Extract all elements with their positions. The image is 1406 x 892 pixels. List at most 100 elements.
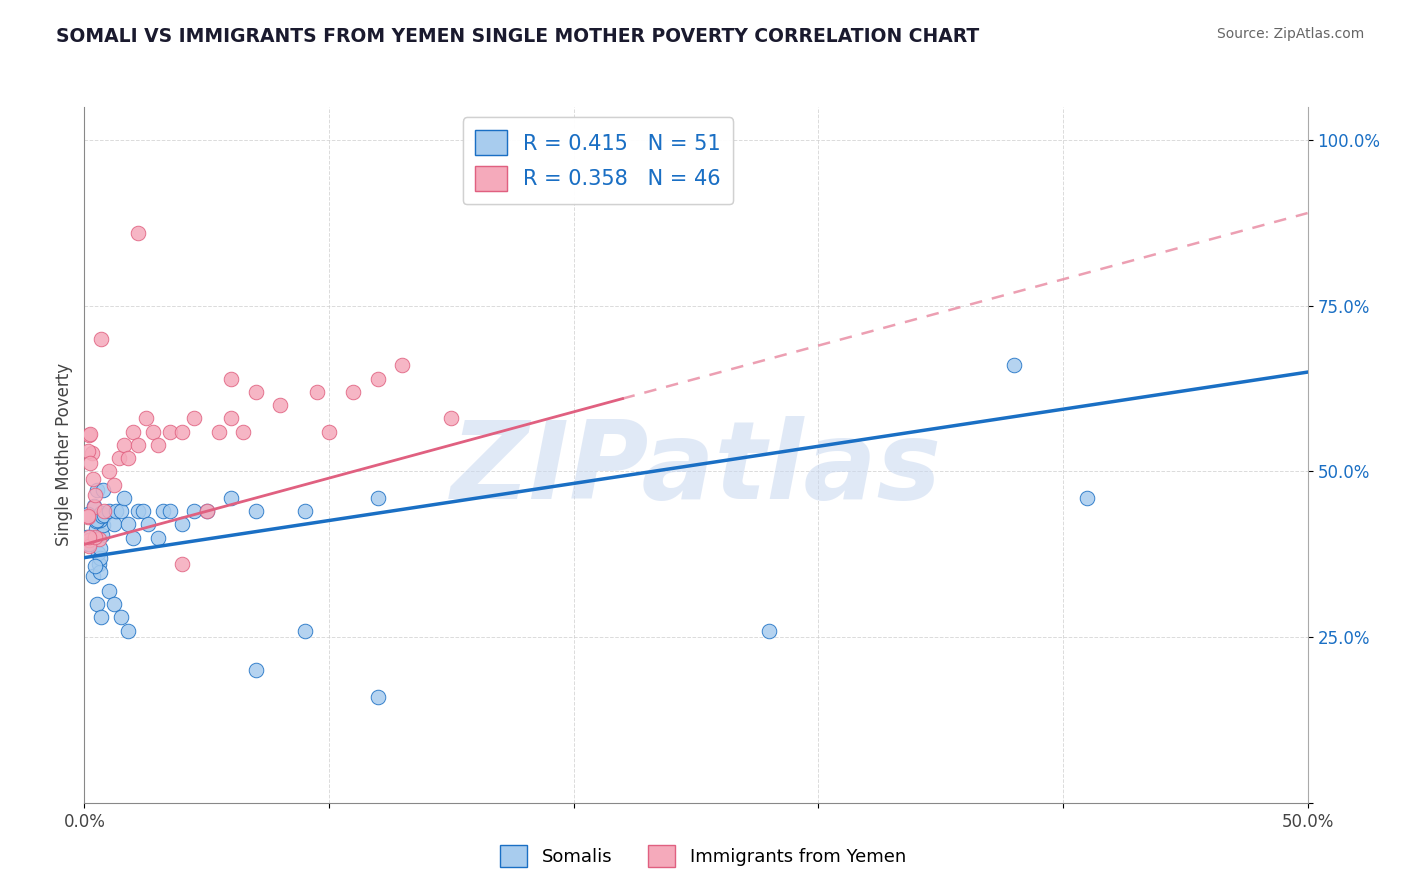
Point (77, 508, 100, 522)
Point (84, 511, 107, 525)
Legend: R = 0.415   N = 51, R = 0.358   N = 46: R = 0.415 N = 51, R = 0.358 N = 46 (463, 118, 734, 203)
Point (112, 438, 135, 452)
Point (77, 508, 100, 523)
Point (86, 597, 108, 611)
Point (1076, 491, 1098, 505)
Point (195, 504, 218, 518)
Point (90, 610, 112, 624)
Point (758, 624, 780, 638)
Point (146, 531, 169, 545)
Point (83, 488, 105, 502)
Point (183, 411, 205, 425)
Point (122, 531, 145, 545)
Point (83, 558, 105, 573)
Point (83, 530, 105, 544)
Y-axis label: Single Mother Poverty: Single Mother Poverty (55, 363, 73, 547)
Point (318, 425, 340, 439)
Point (82, 568, 104, 582)
Point (112, 491, 135, 505)
Point (172, 517, 194, 532)
Point (77, 539, 100, 553)
Point (79, 427, 101, 442)
Point (105, 504, 128, 518)
Point (159, 425, 181, 439)
Text: ZIPatlas: ZIPatlas (450, 416, 942, 522)
Point (87, 533, 110, 547)
Point (142, 425, 165, 439)
Point (117, 624, 139, 638)
Point (305, 384, 328, 399)
Point (83, 532, 105, 546)
Point (90, 506, 112, 520)
Point (219, 411, 242, 425)
Point (76, 530, 98, 544)
Point (97, 465, 120, 479)
Point (82, 446, 104, 460)
Point (93, 504, 115, 518)
Point (91, 517, 114, 532)
Point (103, 597, 125, 611)
Point (87, 558, 110, 572)
Point (367, 372, 389, 386)
Point (110, 610, 132, 624)
Point (440, 411, 463, 425)
Point (232, 425, 254, 439)
Point (132, 504, 155, 518)
Point (152, 504, 174, 518)
Point (135, 411, 157, 425)
Text: SOMALI VS IMMIGRANTS FROM YEMEN SINGLE MOTHER POVERTY CORRELATION CHART: SOMALI VS IMMIGRANTS FROM YEMEN SINGLE M… (56, 27, 980, 45)
Point (97, 504, 120, 518)
Point (77, 537, 100, 551)
Point (77, 444, 100, 458)
Point (90, 508, 112, 523)
Point (159, 504, 181, 518)
Point (146, 438, 169, 452)
Point (83, 500, 105, 514)
Point (117, 517, 139, 532)
Point (86, 483, 108, 497)
Point (79, 456, 101, 470)
Point (83, 499, 105, 513)
Point (91, 528, 114, 542)
Point (269, 398, 291, 412)
Point (183, 504, 205, 518)
Point (172, 425, 194, 439)
Point (391, 359, 413, 373)
Point (110, 504, 132, 518)
Point (195, 504, 218, 518)
Point (245, 384, 267, 399)
Point (87, 546, 110, 560)
Point (1002, 359, 1025, 373)
Point (342, 384, 364, 399)
Point (122, 425, 145, 439)
Point (294, 624, 316, 638)
Point (89, 513, 111, 527)
Point (86, 513, 108, 527)
Point (127, 504, 149, 518)
Point (89, 541, 111, 556)
Point (84, 514, 107, 528)
Point (91, 483, 114, 497)
Point (77, 427, 100, 442)
Point (107, 451, 129, 466)
Point (97, 583, 120, 598)
Legend: Somalis, Immigrants from Yemen: Somalis, Immigrants from Yemen (492, 838, 914, 874)
Point (208, 425, 231, 439)
Point (77, 510, 100, 524)
Point (93, 508, 115, 523)
Point (367, 491, 389, 505)
Point (77, 537, 100, 551)
Point (89, 551, 111, 566)
Point (103, 477, 125, 491)
Point (89, 565, 111, 579)
Point (245, 504, 267, 518)
Point (219, 491, 242, 505)
Point (82, 472, 104, 486)
Point (79, 533, 101, 547)
Point (136, 517, 159, 532)
Point (77, 530, 100, 544)
Point (127, 226, 149, 240)
Point (103, 517, 125, 532)
Point (90, 332, 112, 346)
Point (367, 690, 389, 704)
